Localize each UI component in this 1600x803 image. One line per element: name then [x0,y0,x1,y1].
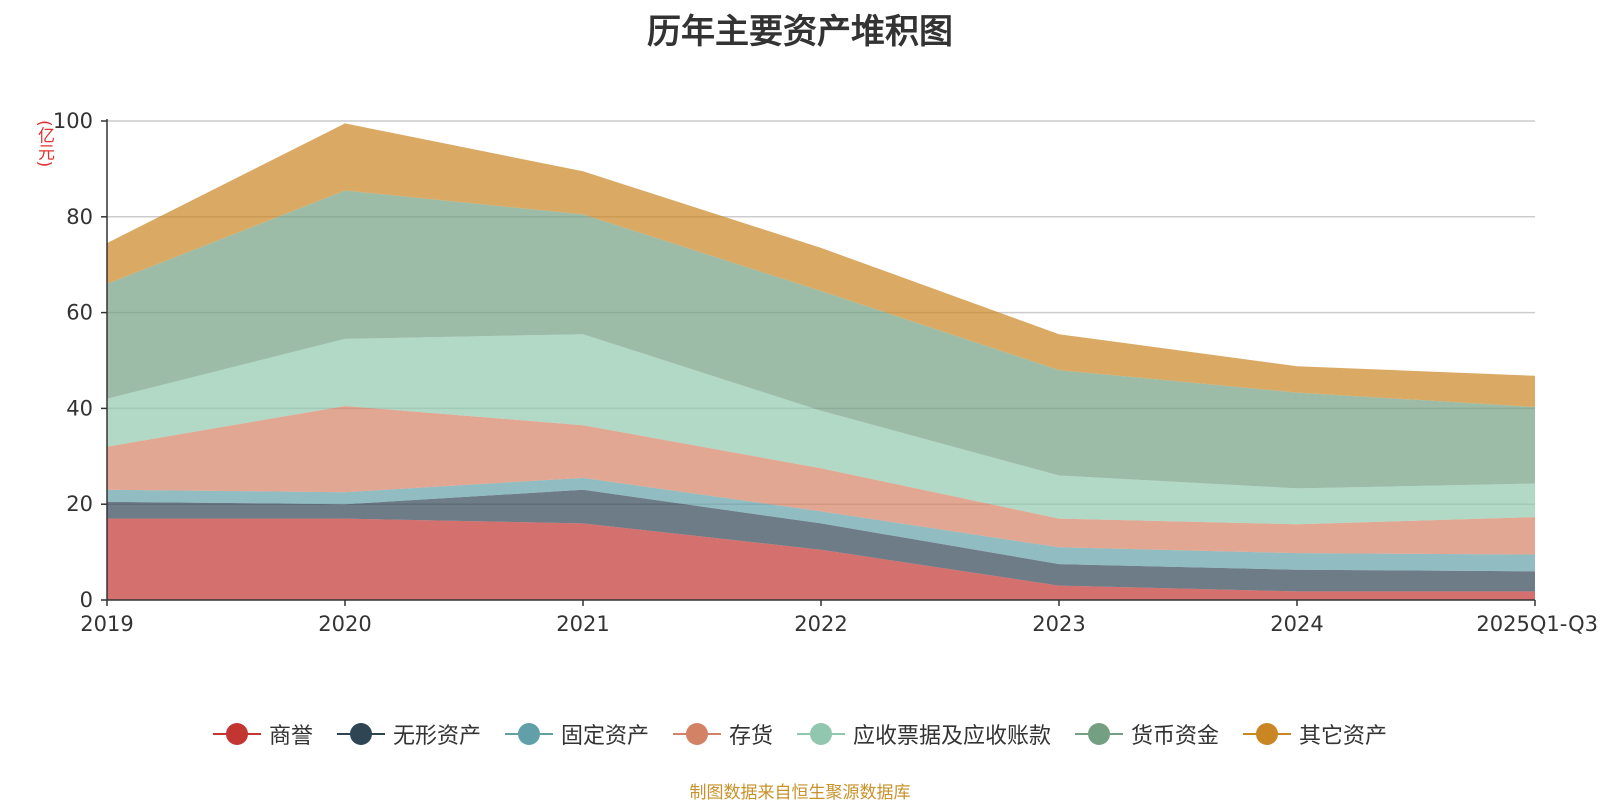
legend-item-5[interactable]: 货币资金 [1075,718,1219,750]
legend-swatch-dot [1256,723,1279,745]
area-series-5[interactable] [107,190,1535,489]
y-tick-labels: 0 20 40 60 80 100 [53,109,93,612]
legend-label: 其它资产 [1299,724,1388,749]
legend-swatch [1075,722,1124,746]
legend-swatch [212,722,261,746]
y-axis-unit-label: (亿元) [34,120,54,168]
x-tick-label-4: 2023 [1032,612,1085,636]
legend-label: 无形资产 [392,724,481,749]
legend-swatch [1243,722,1292,746]
y-tick-label-0: 0 [80,588,93,612]
legend-swatch-dot [225,723,248,745]
x-tick-label-3: 2022 [794,612,847,636]
legend-swatch [504,722,553,746]
legend-swatch-dot [517,723,540,745]
legend-item-3[interactable]: 存货 [672,718,773,750]
area-series [107,123,1535,600]
x-tick-label-6: 2025Q1-Q3 [1476,612,1598,636]
y-tick-label-20: 20 [66,492,93,516]
legend-label: 货币资金 [1131,724,1220,749]
y-tick-label-40: 40 [66,396,93,420]
area-series-0[interactable] [107,518,1535,600]
axes [101,119,1536,606]
legend: 商誉 无形资产 固定资产 存货 应收票据及应收账款 货币资金 其它资产 [0,718,1600,750]
y-tick-label-60: 60 [66,301,93,325]
legend-swatch-dot [810,723,832,745]
x-tick-label-1: 2020 [318,612,371,636]
legend-swatch-dot [1088,723,1111,745]
x-tick-label-5: 2024 [1270,612,1323,636]
legend-label: 固定资产 [560,724,649,749]
legend-item-2[interactable]: 固定资产 [504,718,649,750]
legend-label: 商誉 [268,724,313,749]
area-series-4[interactable] [107,334,1535,525]
y-tick-label-80: 80 [66,205,93,229]
x-tick-labels: 2019 2020 2021 2022 2023 2024 2025Q1-Q3 [80,612,1598,636]
x-tick-label-2: 2021 [556,612,609,636]
legend-item-4[interactable]: 应收票据及应收账款 [797,718,1051,750]
area-series-2[interactable] [107,477,1535,572]
legend-swatch [797,722,845,746]
area-series-1[interactable] [107,489,1535,592]
x-tick-label-0: 2019 [80,612,133,636]
legend-label: 存货 [728,724,773,749]
legend-item-1[interactable]: 无形资产 [336,718,481,750]
area-series-6[interactable] [107,123,1535,408]
legend-swatch-dot [685,723,708,745]
source-note: 制图数据来自恒生聚源数据库 [689,783,911,803]
y-tick-label-100: 100 [53,109,93,133]
legend-swatch [672,722,721,746]
legend-swatch-dot [349,723,372,745]
area-series-3[interactable] [107,406,1535,555]
legend-item-0[interactable]: 商誉 [212,718,313,750]
legend-item-6[interactable]: 其它资产 [1243,718,1387,750]
chart-title: 历年主要资产堆积图 [647,12,953,52]
legend-label: 应收票据及应收账款 [853,724,1052,749]
legend-swatch [336,722,385,746]
